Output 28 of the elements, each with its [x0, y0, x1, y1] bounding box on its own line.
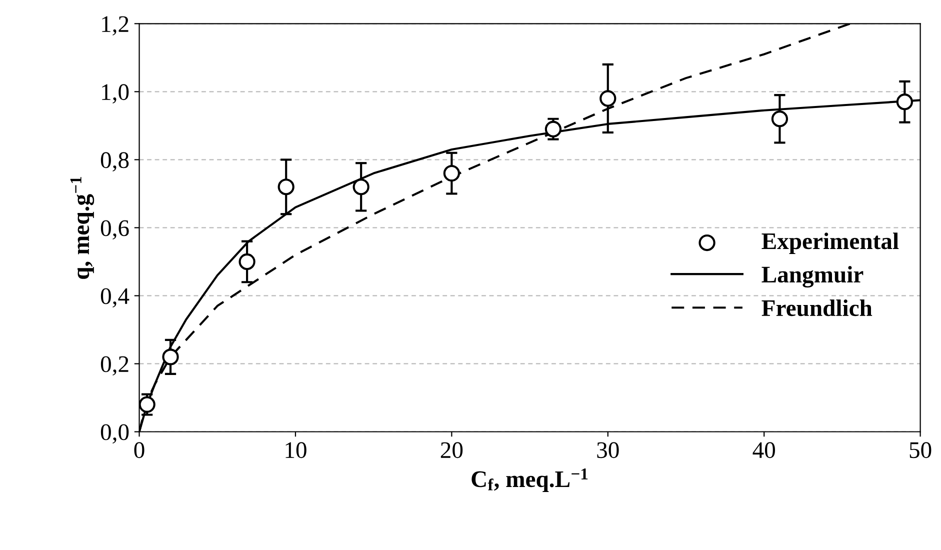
legend-label: Freundlich	[762, 299, 872, 316]
point	[771, 110, 788, 128]
y-tick-label: 0,4	[100, 288, 130, 308]
y-tick-label: 1,2	[102, 16, 128, 36]
x-tick-label: 0	[134, 442, 144, 458]
point	[896, 94, 914, 110]
point	[600, 90, 616, 107]
point	[238, 253, 256, 270]
y-tick-label: 0,8	[100, 152, 129, 172]
y-axis-title: q, meq.g$^{−1}$	[70, 176, 94, 279]
legend-label: Experimental	[762, 232, 899, 254]
x-axis-title: C$_{f}$, meq.L$^{−1}$	[472, 468, 588, 492]
x-tick-label: 30	[597, 442, 619, 458]
y-tick-label: 0,6	[100, 220, 129, 240]
point	[162, 348, 179, 366]
x-tick-label: 10	[286, 442, 306, 458]
x-tick-label: 40	[752, 442, 775, 458]
x-tick-label: 20	[440, 442, 463, 458]
point	[139, 396, 156, 413]
y-tick-label: 1,0	[102, 84, 129, 104]
point	[544, 120, 562, 138]
point	[278, 178, 294, 196]
y-tick-label: 0,2	[100, 356, 128, 376]
y-tick-label: 0,0	[100, 424, 129, 444]
x-tick-label: 50	[910, 442, 932, 458]
legend-label: Langmuir	[762, 266, 864, 288]
point	[352, 178, 370, 196]
point	[443, 164, 460, 182]
